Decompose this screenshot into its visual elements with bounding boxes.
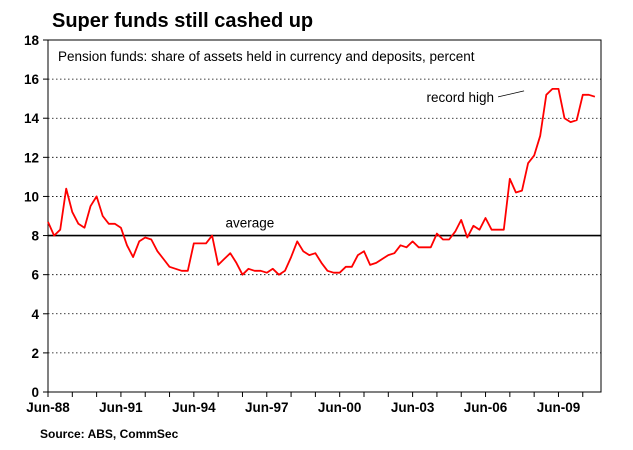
chart-source: Source: ABS, CommSec: [40, 427, 179, 441]
y-tick-label: 6: [31, 268, 39, 283]
x-tick-label: Jun-97: [245, 400, 289, 415]
y-tick-label: 18: [24, 33, 40, 48]
y-tick-label: 4: [31, 307, 39, 322]
record-high-leader: [497, 90, 525, 98]
x-axis-ticks: Jun-88 Jun-91 Jun-94 Jun-97 Jun-00 Jun-03 Jun-…: [26, 392, 584, 415]
record-high-label: record high: [427, 90, 495, 105]
x-tick-label: Jun-06: [464, 400, 508, 415]
x-tick-label: Jun-88: [26, 400, 70, 415]
x-tick-label: Jun-91: [99, 400, 143, 415]
plot-area: [47, 39, 602, 393]
x-tick-label: Jun-09: [537, 400, 581, 415]
y-tick-label: 10: [24, 189, 39, 204]
y-tick-label: 8: [31, 229, 39, 244]
chart-title: Super funds still cashed up: [52, 10, 313, 32]
y-tick-label: 2: [31, 346, 39, 361]
chart-subtitle: Pension funds: share of assets held in c…: [58, 49, 475, 64]
y-tick-label: 14: [24, 111, 40, 126]
y-tick-label: 0: [31, 385, 39, 400]
average-label: average: [225, 216, 274, 231]
series-line: [47, 88, 596, 276]
y-axis-ticks: 0 2 4 6 8 10 12 14 16 18: [24, 33, 48, 400]
y-tick-label: 12: [24, 150, 39, 165]
x-tick-label: Jun-00: [318, 400, 362, 415]
y-tick-label: 16: [24, 72, 40, 87]
x-tick-label: Jun-94: [172, 400, 216, 415]
x-tick-label: Jun-03: [391, 400, 435, 415]
